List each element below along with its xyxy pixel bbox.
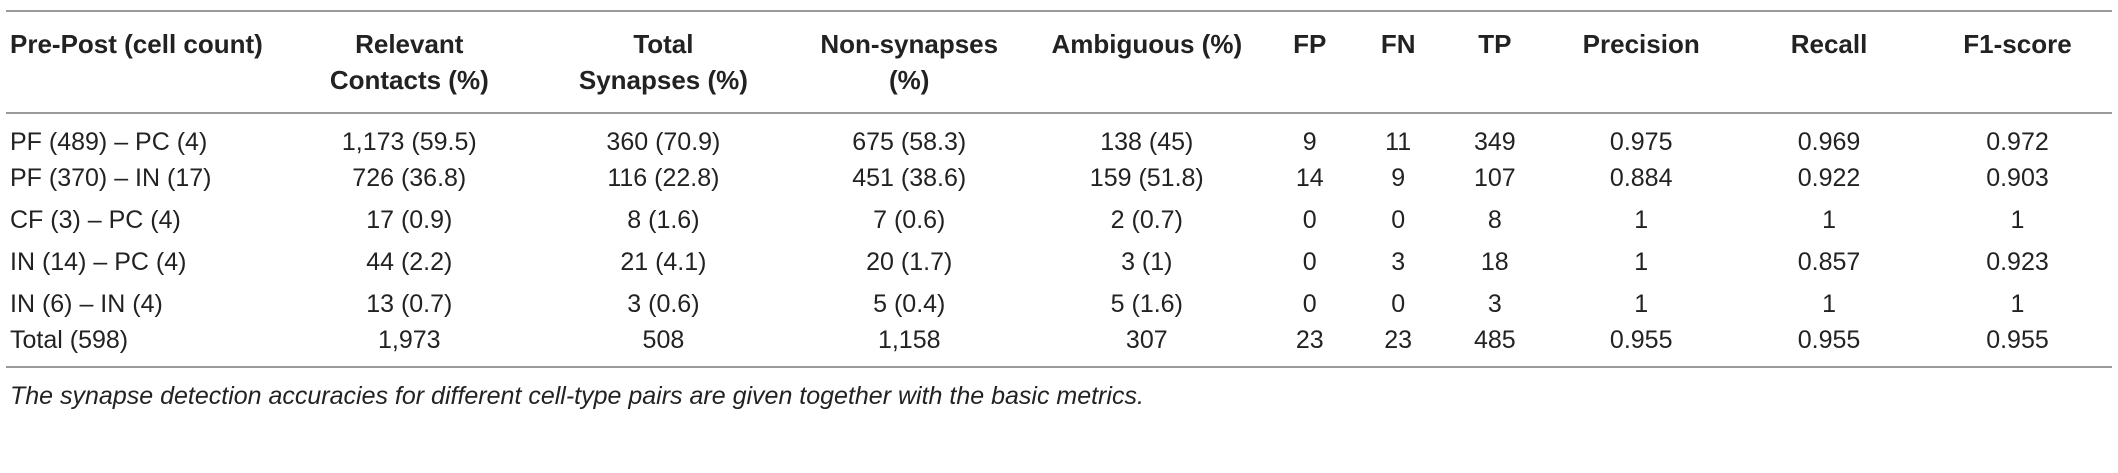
cell-total-synapses: 3 (0.6) (627, 289, 700, 318)
cell-fn: 23 (1384, 326, 1413, 354)
header-pre-post: Pre-Post (cell count) (10, 29, 263, 59)
cell-precision: 0.955 (1609, 326, 1673, 354)
cell-pre-post: CF (3) – PC (4) (10, 205, 181, 234)
header-f1-score: F1-score (1963, 29, 2072, 59)
cell-f1-score: 0.955 (1986, 326, 2049, 354)
cell-fp: 9 (1302, 128, 1317, 156)
synapse-accuracy-table: Pre-Post (cell count) Relevant Contacts … (6, 10, 2112, 368)
header-recall: Recall (1790, 29, 1868, 59)
cell-recall: 0.969 (1797, 128, 1861, 156)
table-row-total: Total (598) 1,973 508 1,158 307 23 23 48… (6, 325, 2112, 367)
cell-precision: 0.975 (1609, 128, 1673, 156)
cell-relevant-contacts: 44 (2.2) (366, 247, 453, 276)
cell-fn: 11 (1385, 128, 1412, 156)
cell-fp: 0 (1302, 247, 1317, 276)
table-header-row: Pre-Post (cell count) Relevant Contacts … (6, 11, 2112, 113)
cell-total-synapses: 360 (70.9) (606, 128, 721, 156)
cell-ambiguous: 138 (45) (1100, 128, 1194, 156)
cell-f1-score: 1 (2010, 289, 2025, 318)
cell-total-synapses: 21 (4.1) (620, 247, 707, 276)
cell-pre-post: Total (598) (10, 326, 129, 354)
cell-total-synapses: 116 (22.8) (607, 163, 720, 192)
cell-total-synapses: 8 (1.6) (627, 205, 700, 234)
cell-relevant-contacts: 13 (0.7) (366, 289, 453, 318)
cell-tp: 349 (1473, 128, 1516, 156)
cell-ambiguous: 5 (1.6) (1110, 289, 1183, 318)
cell-tp: 3 (1487, 289, 1502, 318)
table-row: IN (14) – PC (4) 44 (2.2) 21 (4.1) 20 (1… (6, 241, 2112, 283)
cell-pre-post: PF (370) – IN (17) (10, 163, 212, 192)
cell-recall: 1 (1822, 205, 1836, 234)
cell-precision: 0.884 (1609, 163, 1673, 192)
cell-non-synapses: 451 (38.6) (852, 163, 967, 192)
cell-tp: 18 (1480, 247, 1509, 276)
cell-non-synapses: 5 (0.4) (873, 289, 946, 318)
cell-recall: 0.857 (1797, 247, 1861, 276)
cell-fp: 14 (1295, 163, 1324, 192)
cell-pre-post: IN (6) – IN (4) (10, 289, 163, 318)
cell-fn: 0 (1391, 289, 1406, 318)
header-precision: Precision (1582, 29, 1700, 59)
table-container: Pre-Post (cell count) Relevant Contacts … (6, 10, 2112, 410)
cell-fn: 0 (1391, 205, 1406, 234)
header-tp: TP (1478, 29, 1512, 59)
cell-fp: 0 (1302, 289, 1317, 318)
cell-precision: 1 (1634, 205, 1649, 234)
cell-total-synapses: 508 (642, 326, 685, 354)
header-ambiguous: Ambiguous (%) (1051, 29, 1243, 59)
header-fn: FN (1380, 29, 1416, 59)
cell-ambiguous: 2 (0.7) (1110, 205, 1183, 234)
cell-relevant-contacts: 1,173 (59.5) (341, 128, 477, 156)
cell-fp: 0 (1302, 205, 1317, 234)
cell-f1-score: 0.923 (1986, 247, 2049, 276)
cell-relevant-contacts: 726 (36.8) (352, 163, 467, 192)
cell-non-synapses: 7 (0.6) (873, 205, 946, 234)
cell-recall: 0.955 (1797, 326, 1861, 354)
cell-precision: 1 (1634, 247, 1649, 276)
cell-pre-post: IN (14) – PC (4) (10, 247, 187, 276)
table-row: IN (6) – IN (4) 13 (0.7) 3 (0.6) 5 (0.4)… (6, 283, 2112, 325)
table-caption: The synapse detection accuracies for dif… (10, 382, 1144, 410)
header-relevant-contacts: Relevant Contacts (%) (329, 29, 489, 95)
cell-f1-score: 0.972 (1986, 128, 2049, 156)
cell-fp: 23 (1295, 326, 1324, 354)
cell-non-synapses: 675 (58.3) (852, 128, 967, 156)
table-row: PF (370) – IN (17) 726 (36.8) 116 (22.8)… (6, 157, 2112, 199)
cell-tp: 485 (1473, 326, 1516, 354)
cell-pre-post: PF (489) – PC (4) (10, 128, 208, 156)
table-row: PF (489) – PC (4) 1,173 (59.5) 360 (70.9… (6, 113, 2112, 157)
cell-non-synapses: 1,158 (877, 326, 941, 354)
cell-recall: 0.922 (1797, 163, 1861, 192)
cell-f1-score: 1 (2010, 205, 2025, 234)
cell-relevant-contacts: 1,973 (378, 326, 441, 354)
cell-precision: 1 (1634, 289, 1649, 318)
cell-ambiguous: 159 (51.8) (1089, 163, 1204, 192)
cell-ambiguous: 307 (1125, 326, 1168, 354)
cell-fn: 9 (1391, 163, 1406, 192)
cell-tp: 107 (1473, 163, 1516, 192)
cell-recall: 1 (1822, 289, 1836, 318)
header-total-synapses: Total Synapses (%) (578, 29, 748, 95)
cell-ambiguous: 3 (1) (1121, 247, 1173, 276)
header-fp: FP (1293, 29, 1327, 59)
cell-non-synapses: 20 (1.7) (866, 247, 953, 276)
table-row: CF (3) – PC (4) 17 (0.9) 8 (1.6) 7 (0.6)… (6, 199, 2112, 241)
cell-relevant-contacts: 17 (0.9) (366, 205, 453, 234)
cell-f1-score: 0.903 (1986, 163, 2049, 192)
header-non-synapses: Non-synapses (%) (820, 29, 999, 95)
cell-fn: 3 (1391, 247, 1406, 276)
cell-tp: 8 (1487, 205, 1502, 234)
